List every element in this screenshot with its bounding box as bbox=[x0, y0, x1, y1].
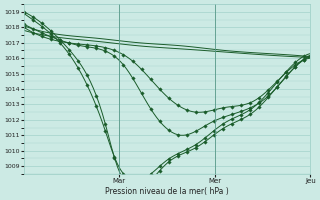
X-axis label: Pression niveau de la mer( hPa ): Pression niveau de la mer( hPa ) bbox=[105, 187, 229, 196]
